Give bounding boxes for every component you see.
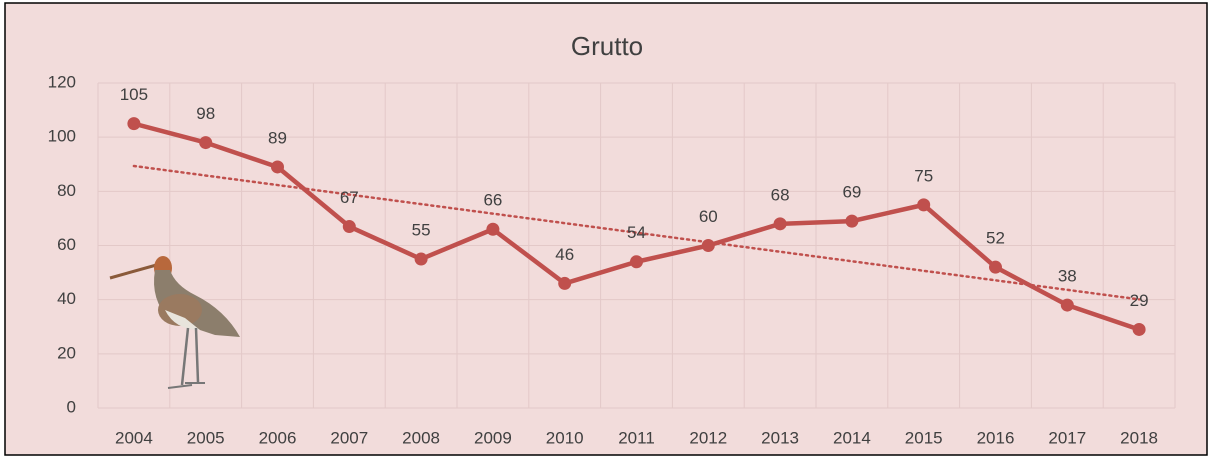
y-tick-label: 40 bbox=[57, 289, 76, 308]
x-tick-label: 2014 bbox=[833, 428, 871, 447]
x-tick-label: 2009 bbox=[474, 428, 512, 447]
chart-title: Grutto bbox=[571, 31, 643, 61]
y-tick-label: 60 bbox=[57, 235, 76, 254]
data-label: 69 bbox=[842, 183, 861, 202]
data-point bbox=[558, 276, 572, 290]
data-label: 89 bbox=[268, 128, 287, 147]
y-tick-label: 0 bbox=[67, 397, 76, 416]
data-label: 52 bbox=[986, 229, 1005, 248]
data-label: 55 bbox=[412, 221, 431, 240]
data-point bbox=[1060, 298, 1074, 312]
x-tick-label: 2010 bbox=[546, 428, 584, 447]
data-label: 98 bbox=[196, 104, 215, 123]
x-tick-label: 2004 bbox=[115, 428, 153, 447]
data-point bbox=[1132, 322, 1146, 336]
y-tick-label: 20 bbox=[57, 343, 76, 362]
data-point bbox=[271, 160, 284, 174]
x-tick-label: 2017 bbox=[1048, 428, 1086, 447]
x-tick-label: 2016 bbox=[977, 428, 1015, 447]
x-tick-label: 2005 bbox=[187, 428, 225, 447]
x-tick-label: 2011 bbox=[618, 428, 655, 447]
data-point bbox=[630, 255, 643, 269]
y-tick-label: 80 bbox=[57, 181, 76, 200]
x-tick-label: 2013 bbox=[761, 428, 799, 447]
x-tick-label: 2006 bbox=[259, 428, 297, 447]
data-label: 68 bbox=[771, 185, 790, 204]
data-label: 29 bbox=[1130, 291, 1149, 310]
bird-illustration bbox=[109, 256, 240, 389]
data-label: 105 bbox=[120, 85, 148, 104]
data-point bbox=[414, 252, 428, 266]
data-label: 75 bbox=[914, 166, 933, 185]
data-point bbox=[917, 198, 931, 212]
y-tick-label: 120 bbox=[48, 72, 76, 91]
data-point bbox=[199, 136, 213, 150]
data-point bbox=[486, 222, 500, 236]
data-point bbox=[773, 217, 787, 231]
x-tick-label: 2008 bbox=[402, 428, 440, 447]
data-point bbox=[127, 117, 141, 131]
data-label: 66 bbox=[483, 191, 502, 210]
data-label: 60 bbox=[699, 207, 718, 226]
x-tick-label: 2015 bbox=[905, 428, 943, 447]
x-tick-label: 2018 bbox=[1120, 428, 1158, 447]
data-label: 54 bbox=[627, 223, 646, 242]
data-point bbox=[989, 260, 1002, 274]
x-tick-label: 2012 bbox=[689, 428, 727, 447]
data-label: 38 bbox=[1058, 267, 1077, 286]
data-point bbox=[845, 214, 859, 228]
y-tick-label: 100 bbox=[48, 127, 76, 146]
x-tick-label: 2007 bbox=[330, 428, 368, 447]
data-point bbox=[342, 220, 356, 234]
data-label: 67 bbox=[340, 188, 359, 207]
data-point bbox=[701, 239, 715, 252]
data-label: 46 bbox=[555, 245, 574, 264]
